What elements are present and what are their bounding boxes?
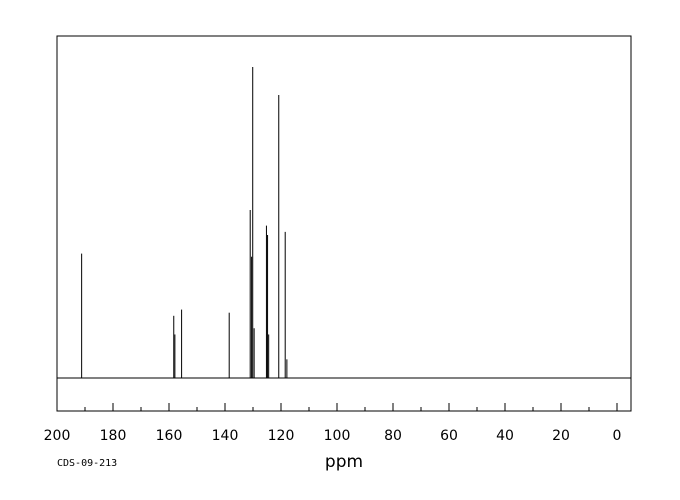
x-tick-label-80: 80 xyxy=(384,428,402,444)
plot-frame xyxy=(56,35,632,412)
x-tick-label-140: 140 xyxy=(212,428,239,444)
x-axis-title: ppm xyxy=(325,452,363,472)
x-tick-label-180: 180 xyxy=(100,428,127,444)
x-axis-ticks xyxy=(56,403,618,411)
x-axis-tick-labels: 200 180 160 140 120 100 80 60 40 20 0 xyxy=(44,428,622,444)
spectrum-code: CDS-09-213 xyxy=(57,458,117,469)
x-tick-label-40: 40 xyxy=(496,428,514,444)
x-tick-label-100: 100 xyxy=(324,428,351,444)
peaks xyxy=(81,67,288,378)
x-tick-label-60: 60 xyxy=(440,428,458,444)
x-tick-label-200: 200 xyxy=(44,428,71,444)
x-tick-label-160: 160 xyxy=(156,428,183,444)
x-tick-label-0: 0 xyxy=(613,428,622,444)
x-tick-label-20: 20 xyxy=(552,428,570,444)
x-tick-label-120: 120 xyxy=(268,428,295,444)
